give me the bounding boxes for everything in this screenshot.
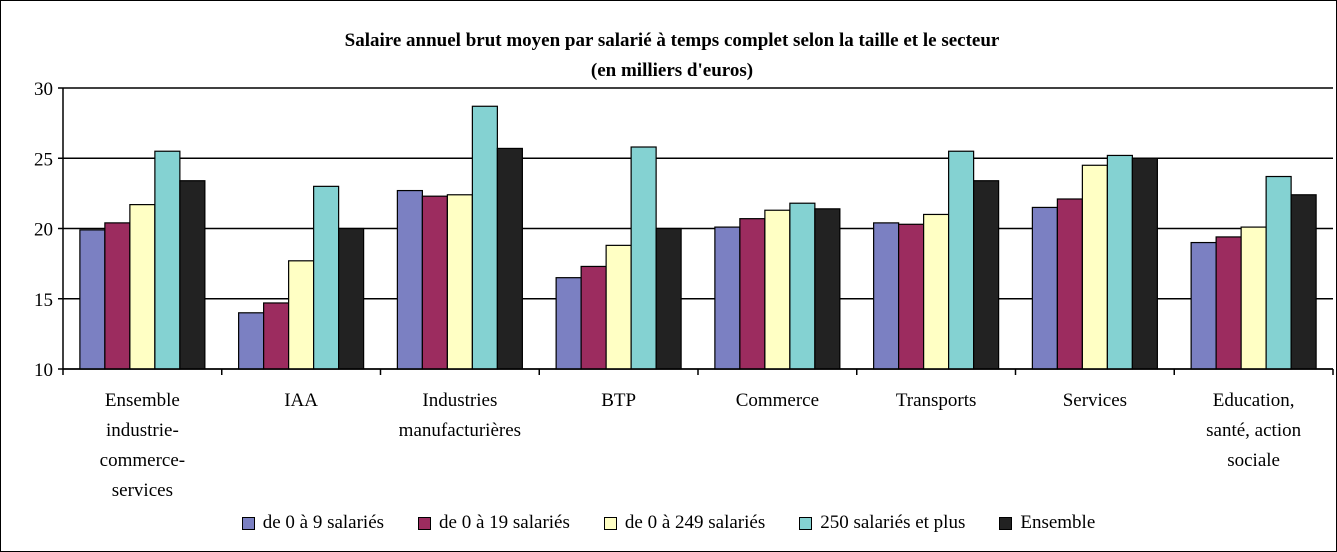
bar: [1215, 236, 1242, 370]
bar: [154, 150, 181, 370]
bar: [179, 180, 206, 370]
y-tick-label: 10: [34, 360, 53, 381]
legend-item: Ensemble: [999, 512, 1095, 534]
legend-item: 250 salariés et plus: [799, 512, 965, 534]
bar: [764, 209, 791, 370]
y-tick-label: 30: [34, 79, 53, 100]
bar: [714, 226, 741, 370]
legend-item: de 0 à 9 salariés: [241, 512, 385, 534]
bar: [1190, 241, 1217, 370]
legend-swatch: [241, 516, 255, 530]
bar: [263, 302, 290, 370]
bar: [789, 202, 816, 370]
y-tick-label: 15: [34, 290, 53, 311]
bar: [496, 147, 523, 370]
x-tick-label: BTP: [601, 390, 637, 411]
legend-item: de 0 à 249 salariés: [603, 512, 766, 534]
bar: [1106, 154, 1133, 370]
bar: [104, 222, 131, 370]
bar: [580, 265, 607, 370]
bar: [1131, 157, 1158, 370]
legend-label: de 0 à 249 salariés: [624, 512, 766, 533]
legend-swatch: [418, 516, 432, 530]
bar: [973, 180, 1000, 370]
x-tick-label: Education, santé, action sociale: [1206, 390, 1302, 471]
bar: [313, 185, 340, 370]
bar: [1056, 198, 1083, 370]
legend-swatch: [799, 516, 813, 530]
bar: [1290, 194, 1317, 370]
bar: [79, 229, 106, 370]
legend-item: de 0 à 19 salariés: [418, 512, 570, 534]
bar: [630, 146, 657, 370]
bar: [129, 204, 156, 370]
bar: [338, 227, 365, 370]
bar: [1240, 226, 1267, 370]
x-tick-label: IAA: [284, 390, 319, 411]
y-tick-label: 20: [34, 220, 53, 241]
bar: [605, 244, 632, 370]
bar: [814, 208, 841, 370]
bar: [873, 222, 900, 370]
bar: [948, 150, 975, 370]
legend-label: 250 salariés et plus: [820, 512, 966, 533]
bar: [655, 227, 682, 370]
x-tick-label: Commerce: [735, 390, 820, 411]
bar: [1081, 164, 1108, 370]
chart-subtitle: (en milliers d'euros): [591, 60, 753, 81]
bar: [471, 105, 498, 370]
bar: [923, 213, 950, 370]
bar: [421, 195, 448, 370]
bar: [288, 260, 315, 370]
x-tick-label: Industries manufacturières: [398, 390, 522, 441]
y-tick-label: 25: [34, 149, 53, 170]
bar: [396, 189, 423, 370]
bar: [238, 312, 265, 370]
bar: [446, 194, 473, 370]
legend-swatch: [999, 516, 1013, 530]
chart-title: Salaire annuel brut moyen par salarié à …: [345, 30, 1000, 51]
legend: de 0 à 9 salariés de 0 à 19 salariés de 0 …: [0, 512, 1337, 534]
x-tick-label: Transports: [895, 390, 977, 411]
bar: [1031, 206, 1058, 370]
legend-swatch: [603, 516, 617, 530]
legend-label: de 0 à 9 salariés: [262, 512, 385, 533]
legend-label: de 0 à 19 salariés: [439, 512, 570, 533]
x-tick-label: Ensemble industrie-commerce-services: [99, 390, 186, 501]
bar: [555, 277, 582, 370]
x-tick-label: Services: [1062, 390, 1128, 411]
bar: [1265, 175, 1292, 370]
legend-label: Ensemble: [1020, 512, 1096, 533]
bar: [898, 223, 925, 370]
bar: [739, 218, 766, 370]
